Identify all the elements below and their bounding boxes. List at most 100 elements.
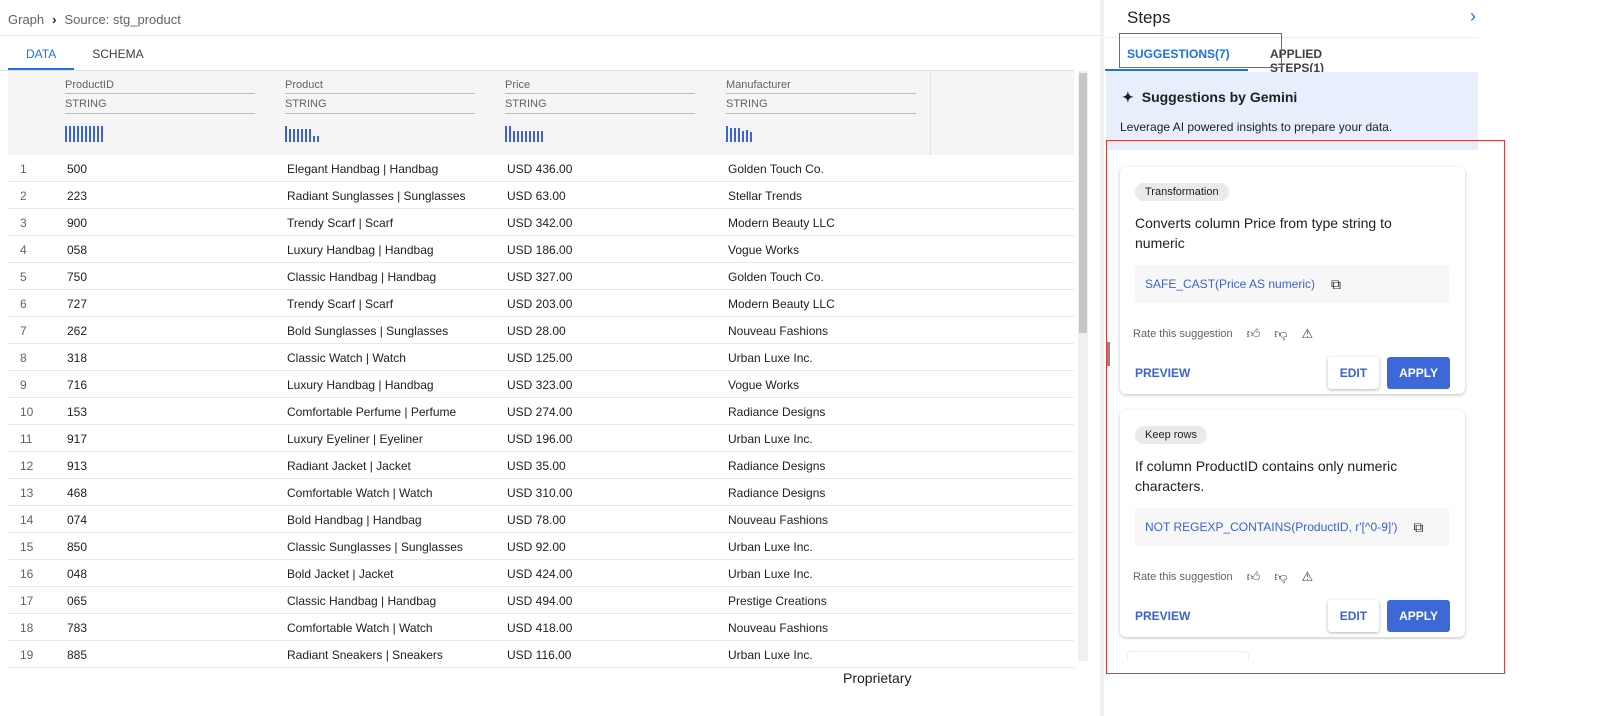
histogram-bar [65,126,67,142]
table-row[interactable]: 17 065 Classic Handbag | Handbag USD 494.00… [8,587,1074,614]
cell-manufacturer: Nouveau Fashions [728,513,829,527]
table-row[interactable]: 10 153 Comfortable Perfume | Perfume USD 27… [8,398,1074,425]
histogram-bar [317,135,319,142]
histogram-bar [509,126,511,142]
cell-price: USD 78.00 [507,513,566,527]
column-header-price[interactable]: Price STRING [505,71,695,142]
table-row[interactable]: 7 262 Bold Sunglasses | Sunglasses USD 28.0… [8,317,1074,344]
breadcrumb: Graph › Source: stg_product [8,12,181,27]
table-row[interactable]: 11 917 Luxury Eyeliner | Eyeliner USD 196.0… [8,425,1074,452]
table-row[interactable]: 2 223 Radiant Sunglasses | Sunglasses USD 6… [8,182,1074,209]
edit-button[interactable]: EDIT [1327,600,1380,632]
cell-productid: 262 [67,324,88,338]
table-row[interactable]: 1 500 Elegant Handbag | Handbag USD 436.00 G… [8,155,1074,182]
row-number: 1 [20,162,27,176]
code-text: SAFE_CAST(Price AS numeric) [1145,277,1316,291]
table-row[interactable]: 4 058 Luxury Handbag | Handbag USD 186.00 Vo… [8,236,1074,263]
row-number: 5 [20,270,27,284]
table-row[interactable]: 5 750 Classic Handbag | Handbag USD 327.00 G… [8,263,1074,290]
cell-price: USD 436.00 [507,162,573,176]
cell-manufacturer: Golden Touch Co. [728,270,824,284]
column-name: Price [505,71,695,94]
column-header-productid[interactable]: ProductID STRING [65,71,255,142]
cell-price: USD 424.00 [507,567,573,581]
copy-icon[interactable]: ⧉ [1413,518,1424,535]
table-row[interactable]: 13 468 Comfortable Watch | Watch USD 310.00… [8,479,1074,506]
cell-manufacturer: Golden Touch Co. [728,162,824,176]
cell-productid: 885 [67,648,88,662]
thumbs-down-icon[interactable]: 👎︎ [1274,569,1288,584]
cell-price: USD 186.00 [507,243,573,257]
preview-button[interactable]: PREVIEW [1135,609,1191,623]
column-type: STRING [65,94,255,114]
feedback-icon[interactable]: ⚠︎ [1301,569,1314,584]
table-row[interactable]: 16 048 Bold Jacket | Jacket USD 424.00 Urban… [8,560,1074,587]
tab-schema[interactable]: SCHEMA [92,47,144,61]
apply-button[interactable]: APPLY [1387,600,1450,632]
suggestion-code: NOT REGEXP_CONTAINS(ProductID, r'[^0-9]'… [1135,508,1449,546]
table-header: ProductID STRING Product STRING Price ST… [8,71,1074,155]
column-header-manufacturer[interactable]: Manufacturer STRING [726,71,916,142]
cell-productid: 900 [67,216,88,230]
cell-manufacturer: Urban Luxe Inc. [728,432,813,446]
cell-price: USD 125.00 [507,351,573,365]
histogram-bar [726,126,728,142]
histogram-bar [93,126,95,142]
cell-price: USD 116.00 [507,648,572,662]
breadcrumb-graph[interactable]: Graph [8,12,45,27]
cell-product: Trendy Scarf | Scarf [287,297,394,311]
cell-productid: 058 [67,243,88,257]
preview-button[interactable]: PREVIEW [1135,366,1191,380]
table-row[interactable]: 14 074 Bold Handbag | Handbag USD 78.00 Nouv… [8,506,1074,533]
tab-data[interactable]: DATA [8,36,75,70]
thumbs-up-icon[interactable]: 👍︎ [1246,326,1261,341]
cell-productid: 074 [67,513,88,527]
cell-price: USD 35.00 [507,459,566,473]
histogram-bar [529,130,531,142]
column-type: STRING [505,94,695,114]
cell-product: Radiant Sneakers | Sneakers [287,648,443,662]
cell-manufacturer: Modern Beauty LLC [728,216,835,230]
table-row[interactable]: 18 783 Comfortable Watch | Watch USD 418.00… [8,614,1074,641]
tab-applied-steps[interactable]: APPLIED STEPS(1) [1270,47,1325,75]
cell-price: USD 63.00 [507,189,566,203]
tab-suggestions[interactable]: SUGGESTIONS(7) [1105,38,1248,71]
chevron-right-icon[interactable]: › [1470,6,1476,26]
thumbs-up-icon[interactable]: 👍︎ [1246,569,1261,584]
suggestion-card: Transformation Converts column Price fro… [1120,167,1465,394]
table-row[interactable]: 8 318 Classic Watch | Watch USD 125.00 Urban… [8,344,1074,371]
table-row[interactable]: 15 850 Classic Sunglasses | Sunglasses USD … [8,533,1074,560]
divider [0,70,1075,71]
column-histogram [505,126,695,142]
resize-handle[interactable] [1107,342,1110,366]
histogram-bar [89,126,91,142]
row-number: 16 [20,567,34,581]
rating: Rate this suggestion 👍︎ 👎︎ ⚠︎ [1133,569,1313,585]
cell-manufacturer: Radiance Designs [728,405,826,419]
copy-icon[interactable]: ⧉ [1331,275,1342,292]
table-row[interactable]: 12 913 Radiant Jacket | Jacket USD 35.00 Rad… [8,452,1074,479]
cell-productid: 716 [67,378,88,392]
table-row[interactable]: 9 716 Luxury Handbag | Handbag USD 323.00 Vo… [8,371,1074,398]
apply-button[interactable]: APPLY [1387,357,1450,389]
table-row[interactable]: 6 727 Trendy Scarf | Scarf USD 203.00 Modern… [8,290,1074,317]
table-row[interactable]: 19 885 Radiant Sneakers | Sneakers USD 116.… [8,641,1074,668]
histogram-bar [521,130,523,142]
cell-price: USD 310.00 [507,486,573,500]
cell-manufacturer: Nouveau Fashions [728,324,829,338]
divider [0,35,1100,36]
table-row[interactable]: 3 900 Trendy Scarf | Scarf USD 342.00 Modern… [8,209,1074,236]
scrollbar-thumb[interactable] [1079,73,1087,333]
cell-manufacturer: Urban Luxe Inc. [728,351,813,365]
edit-button[interactable]: EDIT [1327,357,1380,389]
histogram-bar [750,132,752,142]
cell-manufacturer: Stellar Trends [728,189,803,203]
scrollbar-track[interactable] [1078,71,1088,661]
panel-divider [1100,0,1104,716]
row-number: 17 [20,594,34,608]
row-number: 10 [20,405,34,419]
thumbs-down-icon[interactable]: 👎︎ [1274,326,1288,341]
column-header-product[interactable]: Product STRING [285,71,475,142]
cell-product: Trendy Scarf | Scarf [287,216,394,230]
feedback-icon[interactable]: ⚠︎ [1301,326,1314,341]
